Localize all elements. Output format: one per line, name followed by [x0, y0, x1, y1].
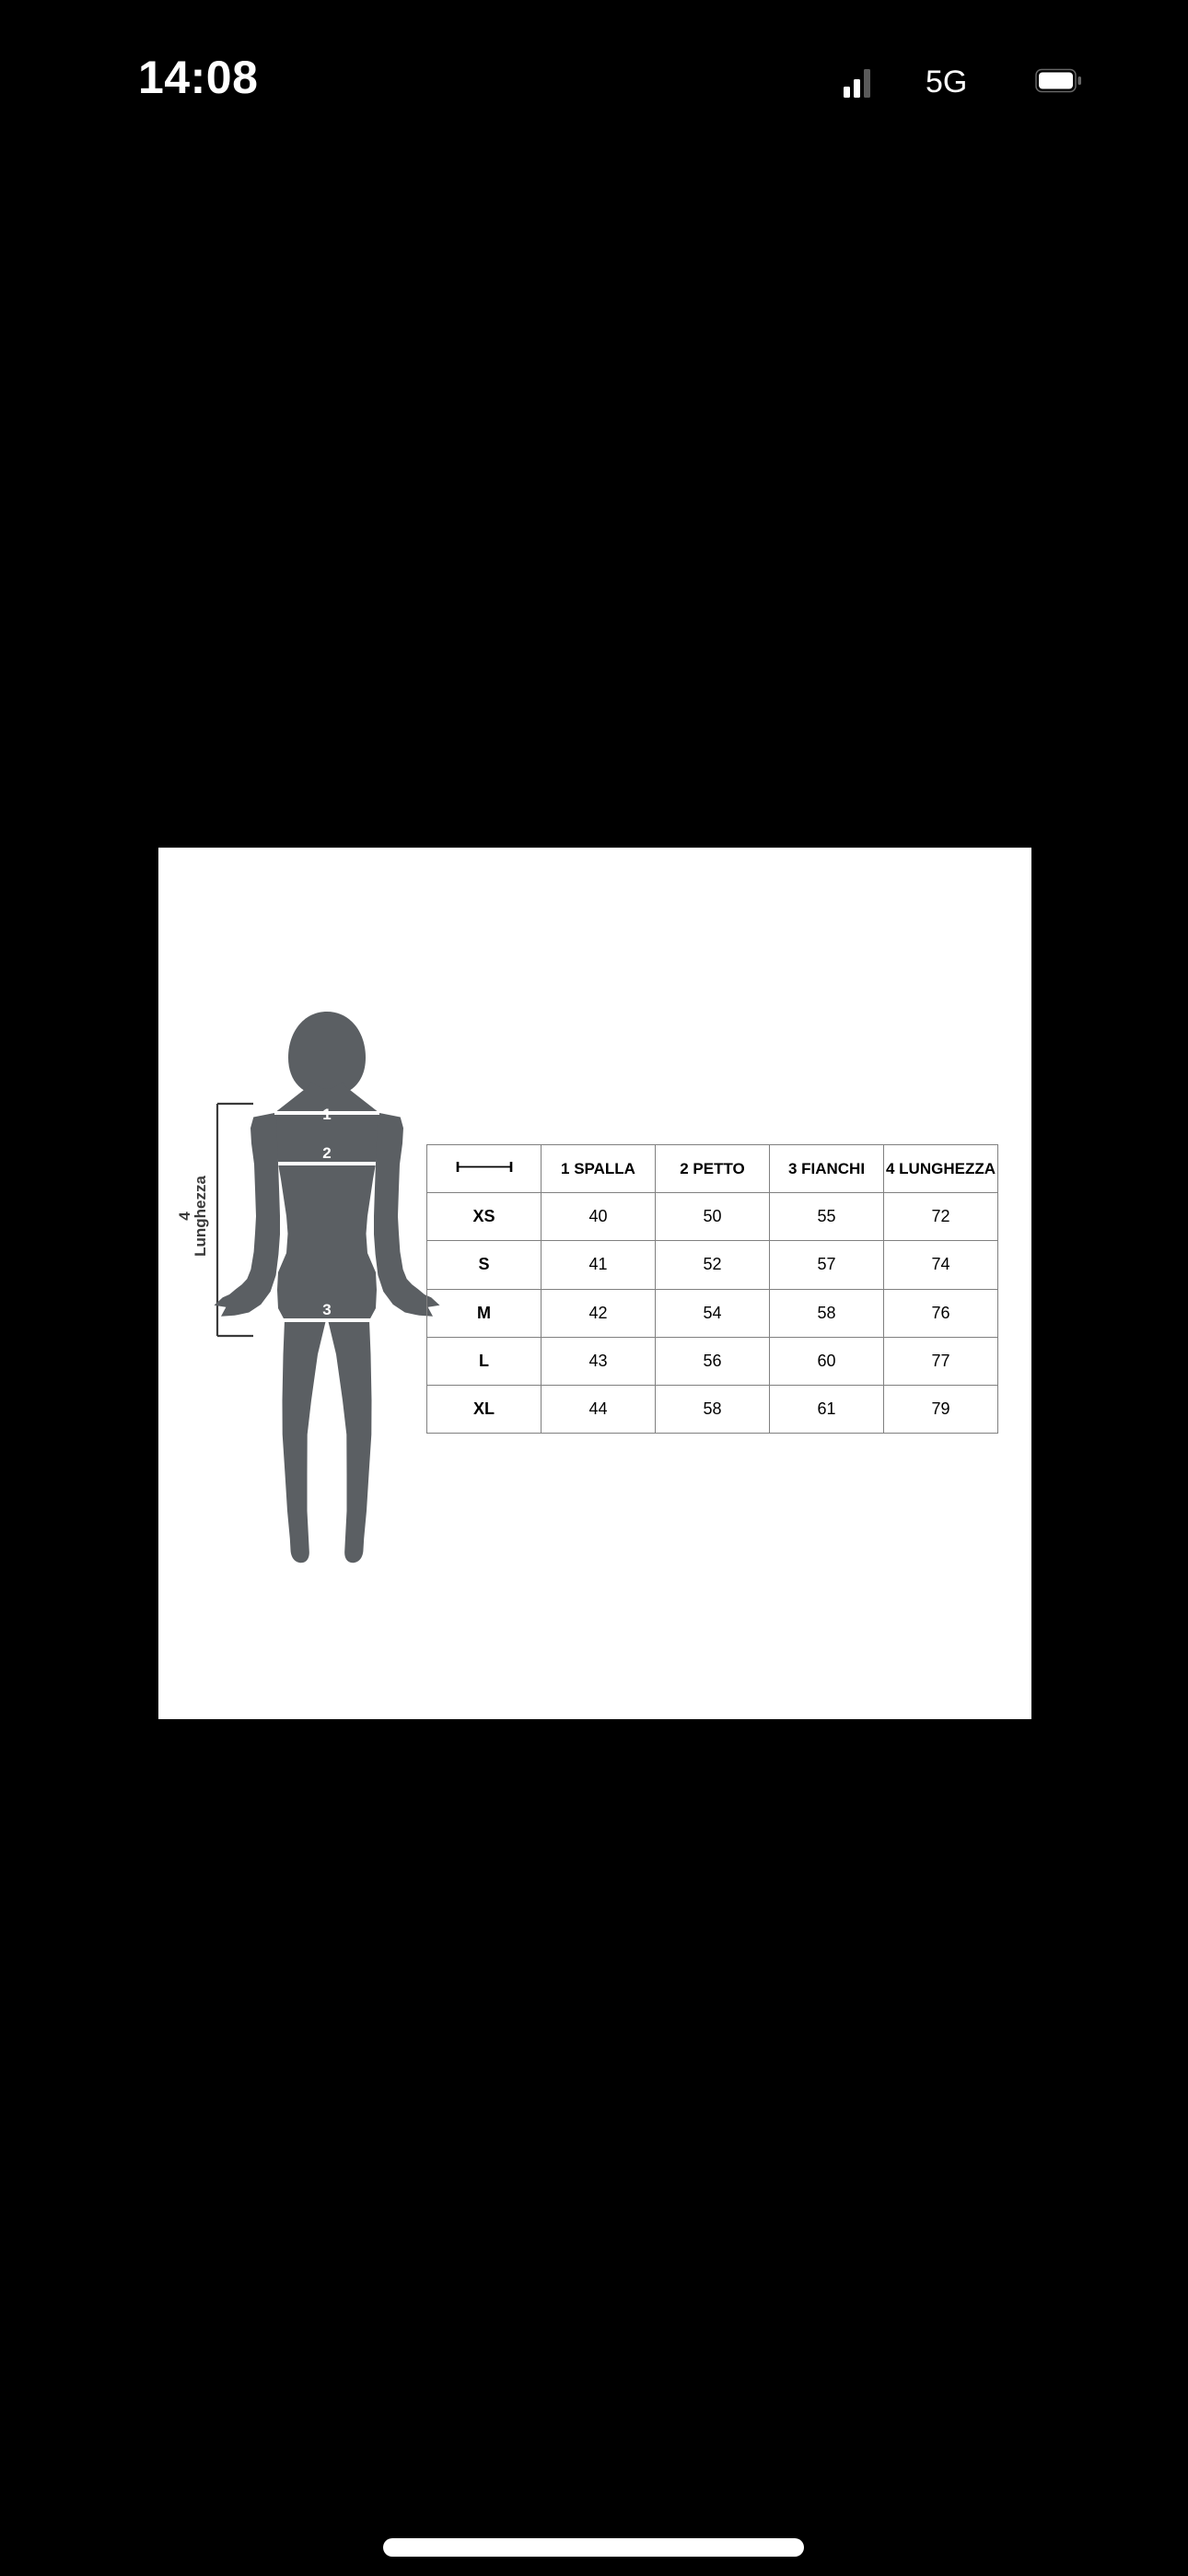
svg-text:Lunghezza: Lunghezza: [192, 1176, 209, 1257]
svg-text:2: 2: [322, 1144, 331, 1162]
svg-text:3: 3: [322, 1301, 331, 1318]
svg-text:1: 1: [322, 1106, 331, 1123]
